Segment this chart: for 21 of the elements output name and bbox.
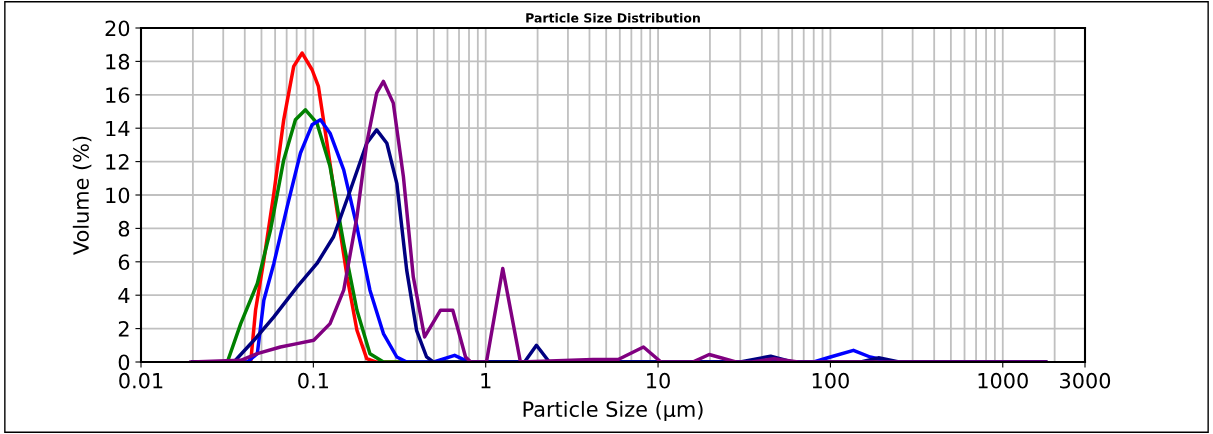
y-tick-label: 4 — [118, 287, 130, 304]
y-tick-label: 0 — [118, 354, 130, 371]
y-tick-label: 8 — [118, 220, 130, 237]
x-tick-label: 0.01 — [119, 372, 163, 389]
y-tick-label: 16 — [106, 87, 130, 104]
y-tick-label: 6 — [118, 254, 130, 271]
x-tick-label: 10 — [647, 372, 670, 389]
x-axis-title: Particle Size (µm) — [523, 400, 703, 422]
y-tick-label: 12 — [106, 154, 129, 170]
x-tick-label: 100 — [812, 372, 849, 389]
y-tick-label: 14 — [106, 120, 130, 137]
chart-title: Particle Size Distribution — [526, 12, 700, 23]
y-tick-label: 18 — [106, 53, 130, 70]
y-tick-label: 2 — [118, 321, 129, 337]
x-tick-label: 0.1 — [298, 372, 328, 389]
x-tick-label: 3000 — [1060, 372, 1111, 389]
x-tick-label: 1000 — [978, 372, 1028, 389]
y-tick-label: 10 — [106, 187, 130, 204]
y-tick-label: 20 — [105, 20, 130, 37]
y-axis-title: Volume (%) — [72, 136, 92, 255]
x-tick-label: 1 — [481, 373, 491, 389]
